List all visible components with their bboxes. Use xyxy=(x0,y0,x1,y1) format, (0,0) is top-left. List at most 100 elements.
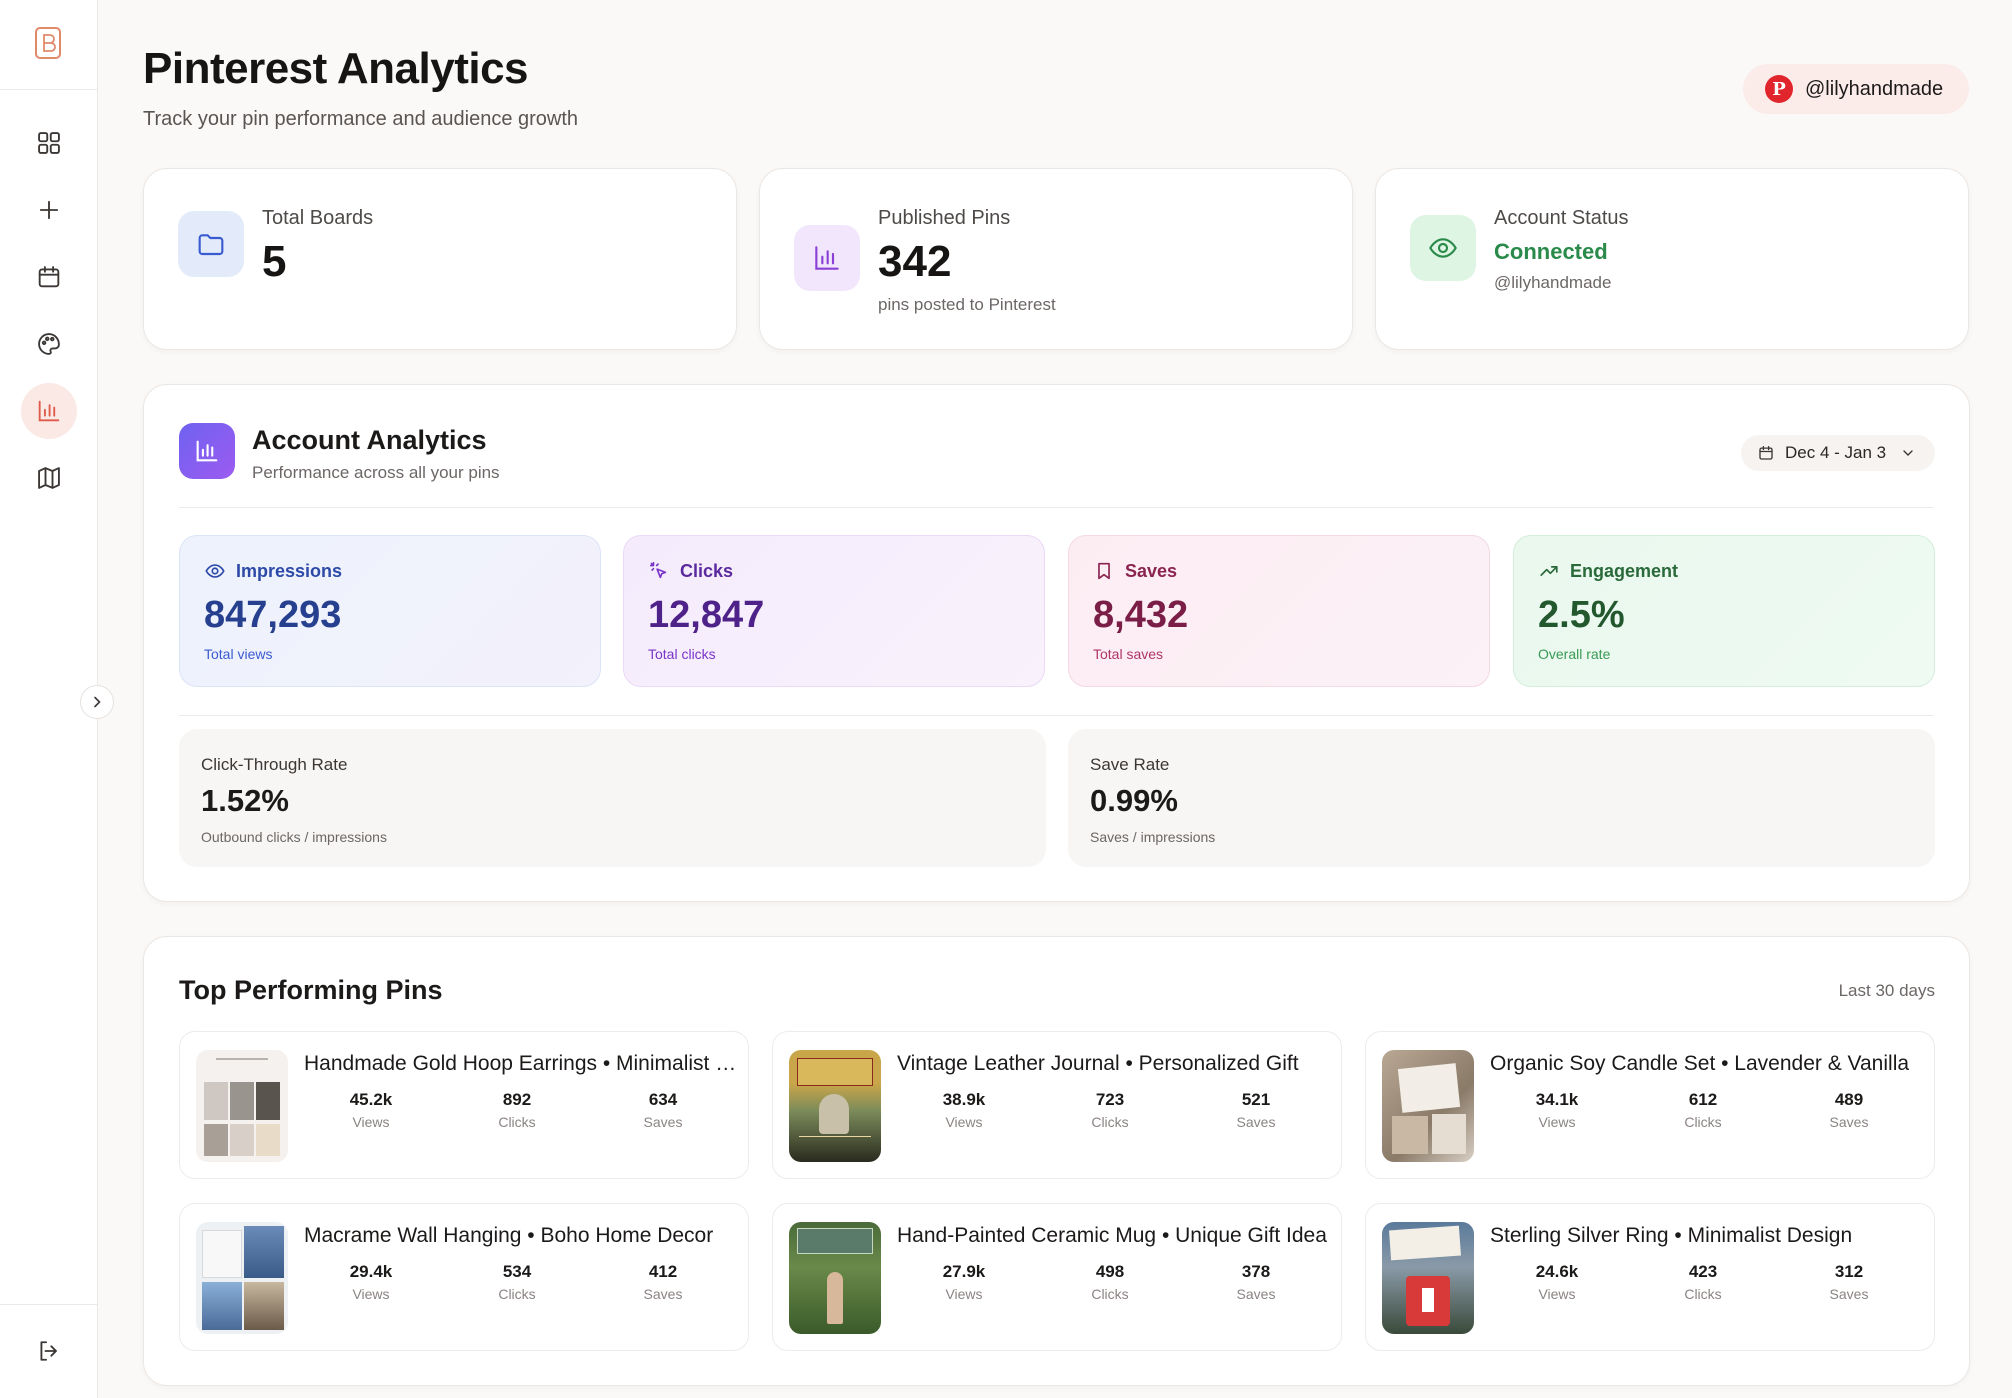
pin-saves: 412 Saves xyxy=(608,1262,718,1302)
saves-sub: Total saves xyxy=(1093,646,1164,662)
pin-clicks-value: 534 xyxy=(502,1262,532,1281)
pin-clicks-value: 423 xyxy=(1688,1262,1718,1281)
total-boards-card: Total Boards 5 xyxy=(143,168,737,350)
pin-saves-value: 489 xyxy=(1834,1090,1864,1109)
clicks-value: 12,847 xyxy=(648,594,765,636)
pin-thumbnail xyxy=(789,1050,881,1162)
pin-views-label: Views xyxy=(1538,1114,1576,1130)
pin-saves-label: Saves xyxy=(1236,1286,1276,1302)
pin-views-label: Views xyxy=(1538,1286,1576,1302)
eye-icon xyxy=(205,564,225,578)
pin-card[interactable]: Sterling Silver Ring • Minimalist Design… xyxy=(1365,1203,1935,1351)
analytics-icon xyxy=(179,423,235,479)
pin-clicks-label: Clicks xyxy=(1091,1114,1129,1130)
palette-icon xyxy=(38,333,60,355)
pin-clicks: 498 Clicks xyxy=(1055,1262,1165,1302)
pin-clicks-value: 723 xyxy=(1095,1090,1125,1109)
pin-saves-value: 378 xyxy=(1241,1262,1271,1281)
logout-button[interactable] xyxy=(21,1323,77,1379)
pin-views: 45.2k Views xyxy=(316,1090,426,1130)
pin-saves-label: Saves xyxy=(643,1286,683,1302)
folder-icon xyxy=(178,211,244,277)
pin-views-value: 24.6k xyxy=(1535,1262,1579,1281)
pin-clicks-label: Clicks xyxy=(1684,1286,1722,1302)
impressions-sub: Total views xyxy=(204,646,273,662)
pin-title: Organic Soy Candle Set • Lavender & Vani… xyxy=(1490,1052,1910,1075)
impressions-value: 847,293 xyxy=(204,594,342,636)
pin-saves: 312 Saves xyxy=(1794,1262,1904,1302)
pin-clicks-label: Clicks xyxy=(498,1114,536,1130)
pin-views-value: 38.9k xyxy=(942,1090,986,1109)
bar-chart-icon xyxy=(794,225,860,291)
pin-views: 27.9k Views xyxy=(909,1262,1019,1302)
engagement-sub: Overall rate xyxy=(1538,646,1611,662)
engagement-label: Engagement xyxy=(1570,560,1679,581)
account-analytics-section: Account Analytics Performance across all… xyxy=(143,384,1970,902)
sidebar-item-schedule[interactable] xyxy=(21,249,77,305)
app-logo[interactable] xyxy=(33,26,63,60)
pin-saves: 489 Saves xyxy=(1794,1090,1904,1130)
pin-clicks-label: Clicks xyxy=(1684,1114,1722,1130)
pin-views-label: Views xyxy=(945,1114,983,1130)
sidebar-item-analytics[interactable] xyxy=(21,383,77,439)
pin-views: 29.4k Views xyxy=(316,1262,426,1302)
total-boards-label: Total Boards xyxy=(262,207,374,229)
bookmark-icon xyxy=(1098,562,1110,580)
ctr-value: 1.52% xyxy=(201,783,289,818)
pin-saves-value: 521 xyxy=(1241,1090,1271,1109)
pin-views: 34.1k Views xyxy=(1502,1090,1612,1130)
chevron-down-icon xyxy=(1903,450,1913,456)
pin-card[interactable]: Hand-Painted Ceramic Mug • Unique Gift I… xyxy=(772,1203,1342,1351)
account-status-value: Connected xyxy=(1494,239,1608,264)
pinterest-logo-icon: P xyxy=(1765,75,1793,103)
sidebar-item-dashboard[interactable] xyxy=(21,115,77,171)
analytics-divider-2 xyxy=(179,715,1934,716)
account-handle: @lilyhandmade xyxy=(1805,77,1944,100)
pin-views-label: Views xyxy=(352,1286,390,1302)
pin-thumbnail xyxy=(1382,1050,1474,1162)
pin-title: Vintage Leather Journal • Personalized G… xyxy=(897,1052,1299,1075)
pin-title: Macrame Wall Hanging • Boho Home Decor xyxy=(304,1224,714,1247)
pin-thumbnail xyxy=(789,1222,881,1334)
pin-card[interactable]: Handmade Gold Hoop Earrings • Minimalist… xyxy=(179,1031,749,1179)
eye-icon xyxy=(1410,215,1476,281)
map-icon xyxy=(38,467,60,489)
grid-icon xyxy=(38,132,60,154)
sidebar-item-map[interactable] xyxy=(21,450,77,506)
pin-card[interactable]: Organic Soy Candle Set • Lavender & Vani… xyxy=(1365,1031,1935,1179)
pin-views: 24.6k Views xyxy=(1502,1262,1612,1302)
pin-saves-value: 312 xyxy=(1834,1262,1864,1281)
account-pill[interactable]: P @lilyhandmade xyxy=(1743,64,1969,114)
sidebar-collapse-button[interactable] xyxy=(80,685,114,719)
pin-card[interactable]: Vintage Leather Journal • Personalized G… xyxy=(772,1031,1342,1179)
account-status-handle: @lilyhandmade xyxy=(1494,273,1612,292)
bar-chart-icon xyxy=(38,400,60,422)
saves-metric: Saves 8,432 Total saves xyxy=(1068,535,1490,687)
pin-views-label: Views xyxy=(945,1286,983,1302)
pin-saves: 634 Saves xyxy=(608,1090,718,1130)
pin-clicks-label: Clicks xyxy=(498,1286,536,1302)
page-subtitle: Track your pin performance and audience … xyxy=(143,108,579,130)
pin-card[interactable]: Macrame Wall Hanging • Boho Home Decor 2… xyxy=(179,1203,749,1351)
save-rate-value: 0.99% xyxy=(1090,783,1178,818)
pin-views-value: 29.4k xyxy=(349,1262,393,1281)
published-pins-label: Published Pins xyxy=(878,207,1011,229)
page-title: Pinterest Analytics xyxy=(143,44,529,93)
pin-clicks: 423 Clicks xyxy=(1648,1262,1758,1302)
clicks-label: Clicks xyxy=(680,560,734,581)
calendar-icon xyxy=(1759,445,1773,460)
pin-saves: 521 Saves xyxy=(1201,1090,1311,1130)
sidebar-item-create[interactable] xyxy=(21,182,77,238)
ctr-label: Click-Through Rate xyxy=(201,755,348,774)
sidebar-item-design[interactable] xyxy=(21,316,77,372)
cursor-click-icon xyxy=(649,561,667,579)
date-range-select[interactable]: Dec 4 - Jan 3 xyxy=(1741,435,1935,471)
pin-title: Handmade Gold Hoop Earrings • Minimalist… xyxy=(304,1052,740,1075)
pin-thumbnail xyxy=(196,1222,288,1334)
engagement-metric: Engagement 2.5% Overall rate xyxy=(1513,535,1935,687)
pin-saves-label: Saves xyxy=(1829,1286,1869,1302)
save-rate-label: Save Rate xyxy=(1090,755,1170,774)
analytics-title: Account Analytics xyxy=(252,425,487,455)
account-status-card: Account Status Connected @lilyhandmade xyxy=(1375,168,1969,350)
save-rate-card: Save Rate 0.99% Saves / impressions xyxy=(1068,729,1935,867)
